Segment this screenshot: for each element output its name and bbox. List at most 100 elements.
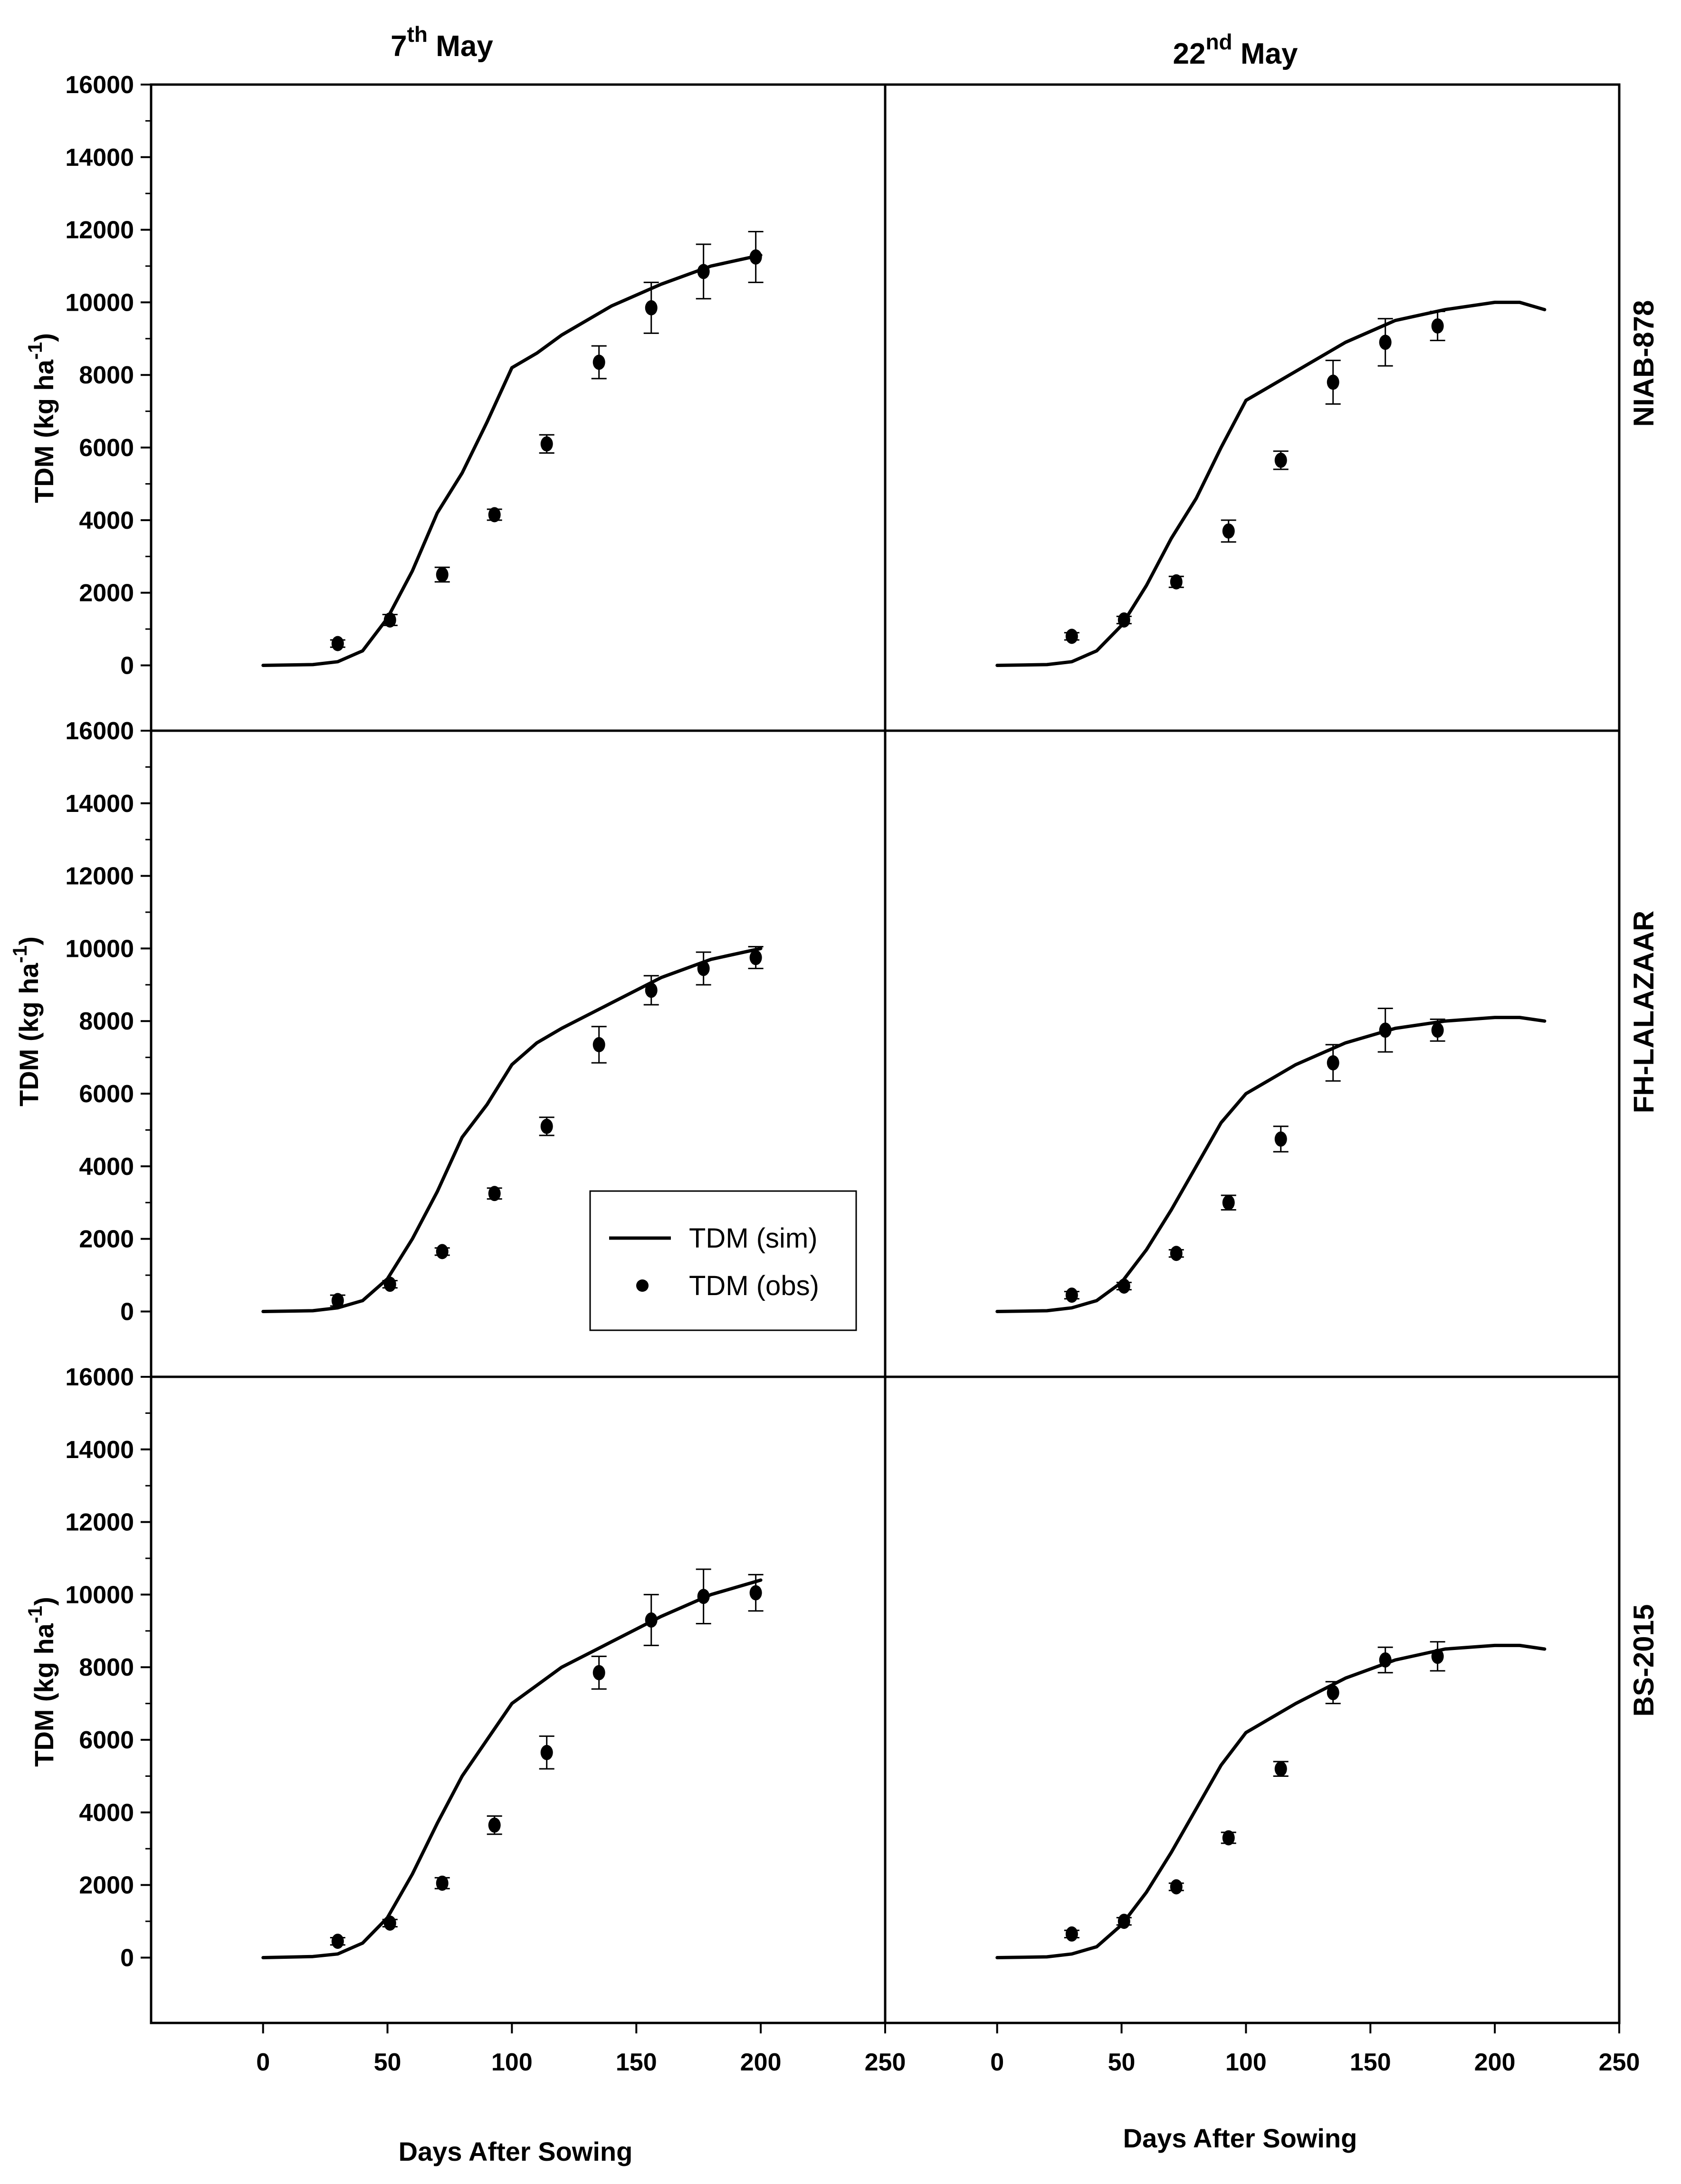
legend-obs-label: TDM (obs) bbox=[689, 1270, 819, 1301]
column-title-22nd-may: 22nd May bbox=[1173, 29, 1298, 70]
y-axis-title-close: ) bbox=[14, 936, 44, 945]
x-tick-label: 200 bbox=[740, 2049, 782, 2076]
obs-point bbox=[1327, 1055, 1339, 1071]
legend: TDM (sim) TDM (obs) bbox=[589, 1190, 857, 1331]
sim-series-line bbox=[995, 1016, 1547, 1313]
obs-point bbox=[540, 436, 553, 452]
obs-point bbox=[488, 1186, 501, 1202]
obs-point bbox=[1431, 1022, 1444, 1038]
x-tick-label: 250 bbox=[1599, 2049, 1640, 2076]
panel-niab-878-22nd-may bbox=[884, 83, 1621, 732]
x-tick-label: 150 bbox=[616, 2049, 657, 2076]
legend-box bbox=[589, 1190, 857, 1331]
obs-point bbox=[1274, 452, 1287, 468]
obs-point bbox=[749, 249, 762, 265]
row-title-fh-lalazaar: FH-LALAZAAR bbox=[1628, 911, 1660, 1114]
obs-point bbox=[1431, 318, 1444, 334]
panel-niab-878-7th-may: 0 2000 4000 6000 8000 10000 12000 14000 16000 bbox=[65, 71, 887, 732]
panel-bs-2015-22nd-may: 0 50 100 150 200 250 bbox=[884, 1375, 1640, 2076]
obs-point bbox=[1117, 1278, 1130, 1294]
x-tick-label: 100 bbox=[1225, 2049, 1267, 2076]
y-axis-title-exponent: -1 bbox=[24, 342, 46, 360]
y-tick-label: 4000 bbox=[79, 1153, 134, 1181]
y-tick-label: 6000 bbox=[79, 1726, 134, 1754]
x-tick-label: 100 bbox=[491, 2049, 533, 2076]
column-title-7th-may: 7th May bbox=[391, 22, 493, 63]
obs-point bbox=[1222, 1195, 1235, 1211]
x-tick-label: 0 bbox=[256, 2049, 270, 2076]
obs-point bbox=[697, 1589, 710, 1604]
row-title-niab-878: NIAB-878 bbox=[1628, 300, 1660, 427]
obs-point bbox=[1170, 1246, 1183, 1261]
y-tick-label: 12000 bbox=[65, 863, 134, 890]
y-tick-label: 0 bbox=[120, 1298, 134, 1326]
column-title-ordinal: th bbox=[407, 22, 428, 47]
obs-point bbox=[749, 950, 762, 965]
column-title-month: May bbox=[428, 30, 493, 63]
y-tick-label: 2000 bbox=[79, 1226, 134, 1253]
y-tick-label: 6000 bbox=[79, 1080, 134, 1108]
y-tick-label: 0 bbox=[120, 1944, 134, 1972]
column-title-ordinal: nd bbox=[1205, 29, 1232, 54]
panel-grid: 0200040006000800010000120001400016000020… bbox=[65, 71, 1640, 2076]
obs-point bbox=[331, 1293, 344, 1308]
obs-point bbox=[1274, 1131, 1287, 1147]
y-axis-title-close: ) bbox=[29, 333, 59, 342]
y-tick-label: 16000 bbox=[65, 71, 134, 99]
y-axis-title-exponent: -1 bbox=[24, 1606, 46, 1623]
obs-point bbox=[1170, 574, 1183, 590]
y-tick-label: 12000 bbox=[65, 1509, 134, 1536]
obs-point bbox=[331, 1934, 344, 1949]
obs-point bbox=[1222, 1830, 1235, 1846]
obs-point bbox=[1222, 523, 1235, 539]
y-tick-label: 10000 bbox=[65, 935, 134, 963]
obs-point bbox=[331, 636, 344, 651]
obs-point bbox=[592, 1665, 605, 1680]
obs-point bbox=[645, 982, 658, 998]
obs-point bbox=[1170, 1879, 1183, 1895]
sim-series-line bbox=[995, 300, 1547, 667]
x-tick-label: 0 bbox=[990, 2049, 1004, 2076]
obs-point bbox=[1065, 1288, 1078, 1303]
panel-fh-lalazaar-22nd-may bbox=[884, 729, 1621, 1378]
panel-frame bbox=[884, 1375, 1621, 2024]
obs-point bbox=[436, 1875, 449, 1891]
obs-point bbox=[1431, 1649, 1444, 1664]
obs-point bbox=[749, 1585, 762, 1601]
obs-point bbox=[436, 1244, 449, 1259]
y-tick-label: 4000 bbox=[79, 507, 134, 534]
obs-point bbox=[540, 1745, 553, 1760]
y-tick-label: 14000 bbox=[65, 790, 134, 818]
y-tick-label: 8000 bbox=[79, 362, 134, 389]
obs-point bbox=[592, 1037, 605, 1052]
obs-point bbox=[1274, 1761, 1287, 1777]
y-tick-label: 16000 bbox=[65, 717, 134, 745]
x-tick-label: 150 bbox=[1350, 2049, 1391, 2076]
y-axis-title: TDM (kg ha-1) bbox=[24, 1597, 59, 1767]
y-tick-label: 0 bbox=[120, 652, 134, 679]
y-tick-label: 6000 bbox=[79, 434, 134, 462]
y-tick-label: 12000 bbox=[65, 217, 134, 244]
column-title-month: May bbox=[1232, 38, 1298, 70]
legend-obs-marker-swatch bbox=[636, 1279, 649, 1292]
obs-point bbox=[1379, 1022, 1392, 1038]
y-tick-label: 8000 bbox=[79, 1008, 134, 1035]
x-axis-title: Days After Sowing bbox=[399, 2136, 633, 2166]
y-axis-title-main: TDM (kg ha bbox=[29, 1623, 59, 1767]
obs-point bbox=[645, 1612, 658, 1628]
y-axis-title: TDM (kg ha-1) bbox=[24, 333, 59, 503]
y-axis-title-exponent: -1 bbox=[9, 945, 31, 963]
obs-point bbox=[383, 1915, 396, 1931]
obs-point bbox=[1327, 1685, 1339, 1700]
obs-point bbox=[1065, 629, 1078, 644]
obs-point bbox=[1117, 1914, 1130, 1929]
y-tick-label: 4000 bbox=[79, 1799, 134, 1827]
obs-point bbox=[1379, 1652, 1392, 1668]
x-tick-label: 200 bbox=[1474, 2049, 1516, 2076]
sim-series-line bbox=[261, 253, 763, 667]
sim-series-line bbox=[261, 1578, 763, 1959]
obs-point bbox=[436, 567, 449, 582]
panel-bs-2015-7th-may: 0 2000 4000 6000 8000 10000 12000 14000 16000 0 50… bbox=[65, 1364, 906, 2076]
obs-point bbox=[1065, 1926, 1078, 1942]
